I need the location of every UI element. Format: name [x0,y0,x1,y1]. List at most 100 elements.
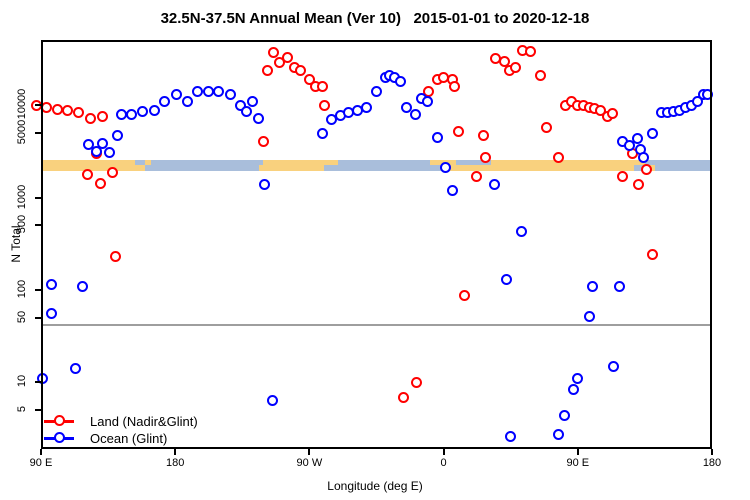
land-data-point [552,152,564,164]
ocean-data-point [584,310,596,322]
land-data-point [470,170,482,182]
ocean-data-point [587,281,599,293]
plot-frame [41,40,712,449]
ocean-data-point [181,96,193,108]
strip-segment-ocean [134,160,146,165]
land-data-point [617,170,629,182]
ocean-data-point [45,278,57,290]
ocean-data-point [515,226,527,238]
strip-segment-land [145,160,152,165]
ocean-data-point [83,138,95,150]
y-tick [35,132,41,135]
land-data-point [453,126,464,138]
land-data-point [268,47,280,59]
ocean-data-point [77,280,89,292]
land-data-point [411,376,423,388]
strip-segment-land [41,160,135,165]
strip-segment-land [258,165,264,171]
ocean-data-point [624,139,636,151]
strip-segment-ocean [145,165,152,171]
strip-segment-land [445,160,456,165]
land-data-point [51,103,63,115]
chart-title: 32.5N-37.5N Annual Mean (Ver 10) 2015-01… [160,10,590,27]
land-data-point [397,392,409,404]
ocean-data-point [505,430,517,442]
ocean-data-point [266,395,278,407]
ocean-data-point [111,130,123,142]
ocean-data-point [259,178,271,190]
strip-segment-land [324,160,338,165]
land-data-point [107,167,119,179]
strip-segment-ocean [151,165,259,171]
strip-segment-ocean [337,160,431,165]
ocean-data-point [126,109,138,121]
ocean-data-point [317,128,329,140]
ocean-data-point [171,89,183,101]
ocean-data-point [45,307,57,319]
y-tick-label: 5000 [16,119,28,145]
ocean-data-point [400,101,412,113]
x-tick [711,449,713,455]
ocean-data-point [192,86,204,98]
land-data-point [535,70,547,82]
legend-item-land: Land (Nadir&Glint) [44,413,264,430]
ocean-data-point [567,384,579,396]
land-data-point [317,81,329,93]
x-tick-label: 180 [702,457,722,469]
land-data-point [96,110,108,122]
ocean-data-point [409,109,421,121]
x-tick-label: 0 [440,457,447,469]
ocean-data-point [421,96,433,108]
land-data-point [303,74,315,86]
ocean-data-point [447,184,459,196]
ocean-data-point [572,372,584,384]
ocean-data-point [488,178,500,190]
strip-segment-ocean [337,165,431,171]
land-data-point [478,130,490,142]
y-tick [35,316,41,319]
ocean-data-point [148,104,160,116]
ocean-data-point [247,96,259,108]
ocean-data-point [439,162,451,174]
strip-segment-land [430,160,446,165]
land-data-point [458,289,470,301]
y-tick [35,289,41,291]
land-data-point [479,152,491,164]
legend-label: Land (Nadir&Glint) [90,414,198,429]
land-data-point [274,57,286,69]
land-data-point [606,108,618,120]
strip-segment-ocean [644,160,656,165]
reference-line [41,323,712,326]
ocean-data-point [224,89,236,101]
land-data-point [448,81,460,93]
x-tick-label: 180 [166,457,185,469]
ocean-data-point [500,273,512,285]
x-tick [576,449,579,455]
ocean-data-point [631,132,643,144]
ocean-data-point [702,89,714,101]
y-tick-label: 500 [16,215,28,234]
ocean-data-point [241,105,253,117]
land-marker-icon [54,415,65,426]
ocean-data-point [558,409,570,421]
x-tick-label: 90 W [296,457,323,469]
ocean-data-point [136,106,148,118]
x-axis-label: Longitude (deg E) [327,479,423,493]
x-tick [308,449,311,455]
legend-label: Ocean (Glint) [90,431,168,446]
land-data-point [281,52,293,64]
land-data-point [81,169,93,181]
ocean-data-point [159,96,171,108]
strip-segment-ocean [455,160,492,165]
land-data-point [640,164,652,176]
strip-segment-land [491,160,635,165]
ocean-data-point [646,128,658,140]
land-data-point [540,122,552,134]
ocean-data-point [235,100,247,112]
land-data-point [633,178,645,190]
land-data-point [257,135,269,147]
ocean-data-point [552,429,564,441]
land-data-point [524,46,536,58]
land-data-point [95,177,107,189]
ocean-data-point [394,76,406,88]
